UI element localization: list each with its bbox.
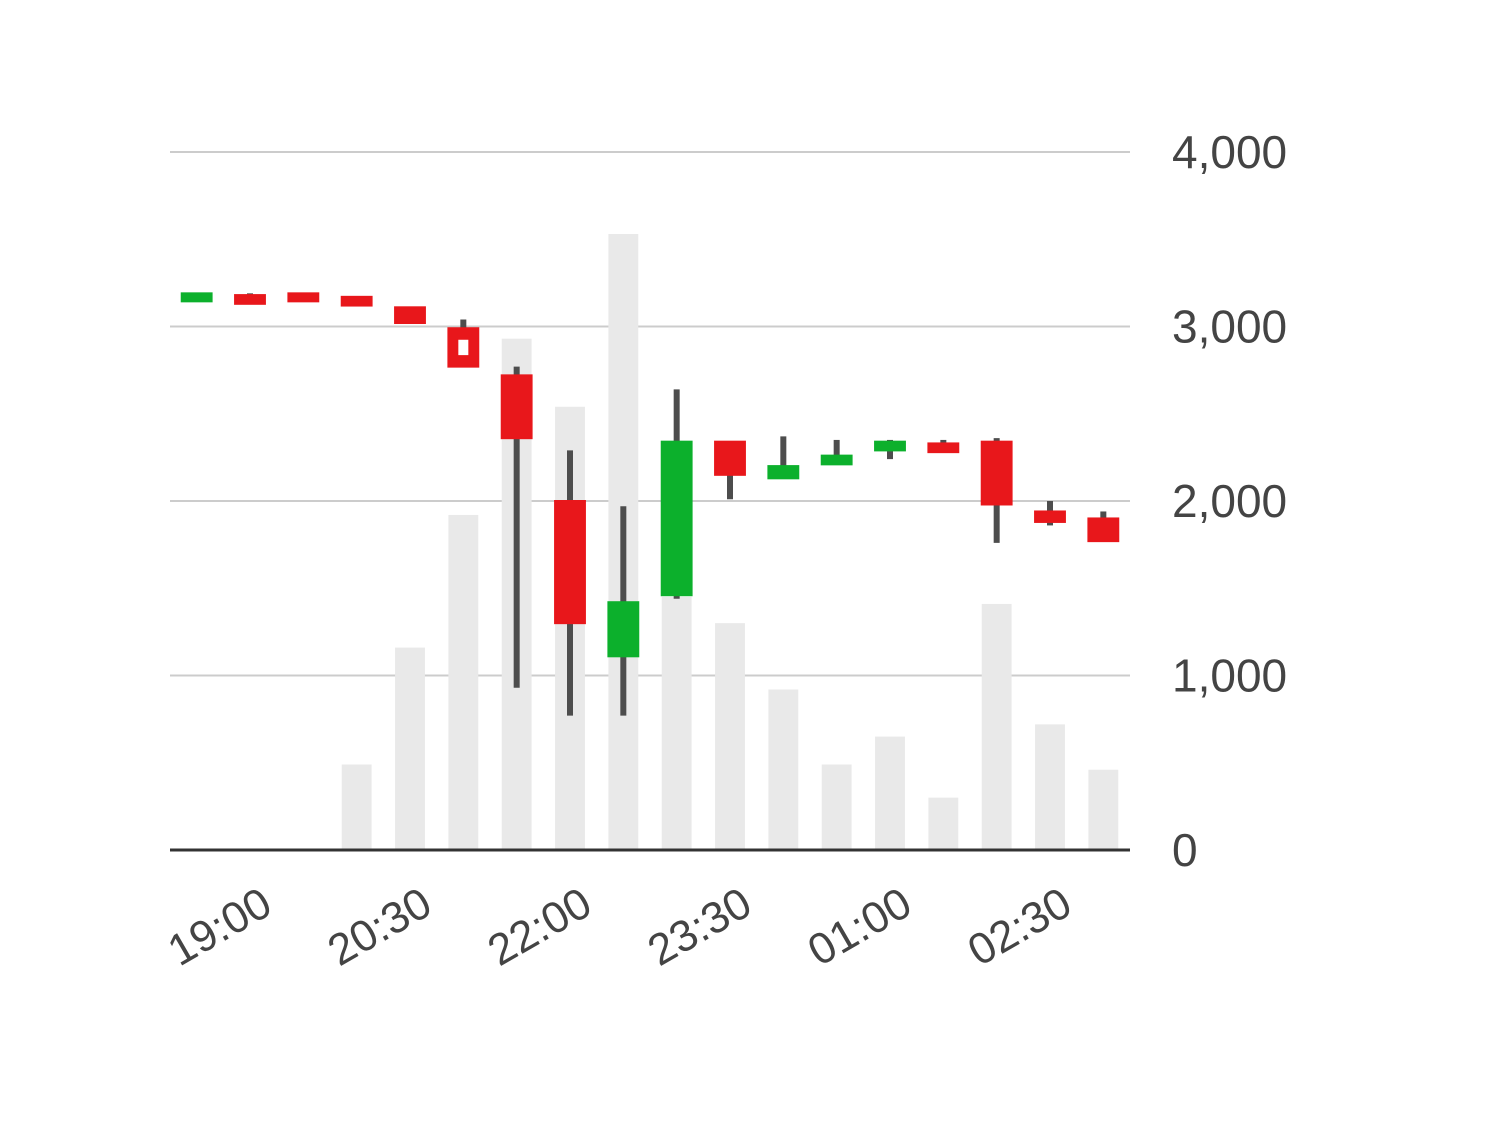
candle [660, 389, 693, 599]
volume-bar [768, 689, 799, 850]
x-axis-ticks: 19:00 20:30 22:00 23:30 01:00 02:30 [160, 878, 1080, 975]
x-tick-label: 19:00 [160, 878, 280, 975]
y-tick-label: 4,000 [1172, 126, 1287, 178]
candle-body [1034, 510, 1066, 523]
candle [820, 439, 853, 466]
candle-body [874, 440, 906, 452]
candle [234, 293, 266, 305]
volume-bar [821, 764, 852, 850]
x-tick-label: 01:00 [800, 878, 920, 975]
candle-body [340, 295, 373, 307]
volume-bar [981, 603, 1012, 850]
volume-bar [1035, 724, 1065, 850]
candle-body [980, 440, 1013, 506]
gridlines [170, 151, 1130, 677]
x-tick-label: 23:30 [640, 878, 760, 975]
candle-body [1087, 517, 1120, 543]
volume-bar [395, 647, 425, 850]
candle [287, 292, 320, 303]
candle-body-hollow [458, 339, 469, 356]
x-tick-label: 02:30 [960, 878, 1080, 975]
volume-bar [1088, 769, 1119, 850]
candle [714, 440, 746, 500]
volume-bar [341, 764, 372, 850]
candle [980, 438, 1013, 543]
candle [767, 436, 800, 480]
candle-body [554, 500, 586, 625]
volume-bar [715, 623, 745, 850]
candle-body [767, 465, 800, 480]
candle [447, 319, 480, 368]
candle-body [180, 292, 213, 303]
candle [394, 306, 426, 325]
y-tick-label: 0 [1172, 824, 1198, 876]
candle-body [287, 292, 320, 303]
candle [927, 439, 960, 454]
candle-body [394, 306, 426, 325]
candle [554, 450, 586, 716]
volume-bar [875, 736, 905, 850]
candle [500, 366, 533, 688]
volume-bar [661, 596, 692, 850]
x-tick-label: 22:00 [480, 878, 600, 975]
volume-bar [928, 797, 959, 850]
y-axis-ticks: 0 1,000 2,000 3,000 4,000 [1172, 126, 1287, 876]
candle [1034, 501, 1066, 526]
candle-body [820, 454, 853, 466]
candle-body [234, 294, 266, 305]
y-tick-label: 1,000 [1172, 650, 1287, 702]
candle [607, 506, 640, 716]
candle-body [660, 440, 693, 597]
y-tick-label: 3,000 [1172, 301, 1287, 353]
candle [180, 292, 213, 303]
candle-body [607, 601, 640, 658]
candles [180, 292, 1120, 716]
x-tick-label: 20:30 [320, 878, 440, 975]
volume-bar [448, 514, 479, 850]
y-tick-label: 2,000 [1172, 475, 1287, 527]
candle [1087, 511, 1120, 543]
candle-body [500, 374, 533, 440]
candle-body [714, 440, 746, 476]
candle [874, 439, 906, 460]
candle [340, 295, 373, 307]
candle-body [927, 442, 960, 454]
